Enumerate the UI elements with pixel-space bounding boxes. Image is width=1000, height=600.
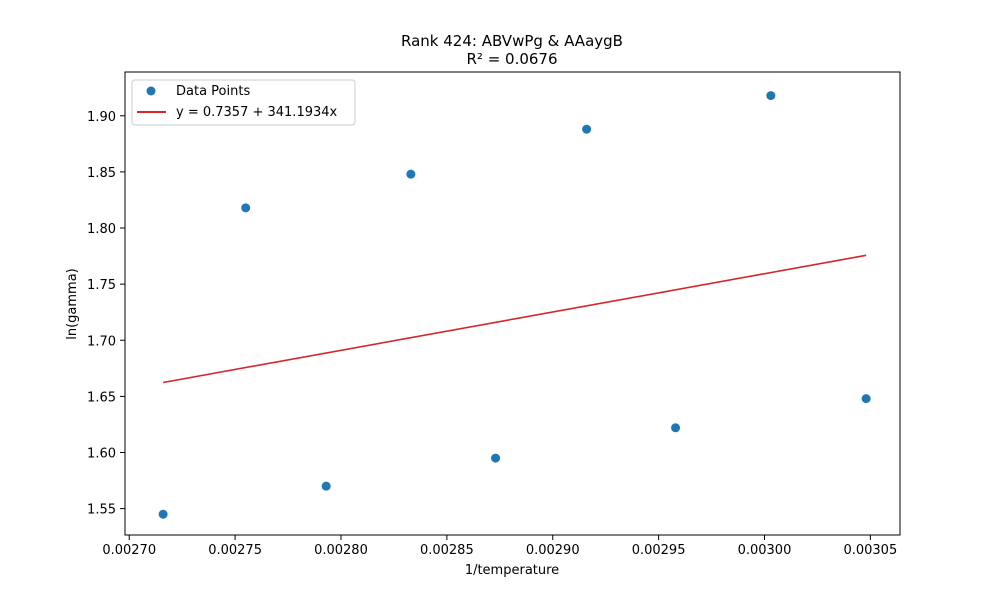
- y-tick-label: 1.85: [87, 166, 116, 181]
- legend-label-data-points: Data Points: [176, 84, 250, 99]
- x-tick-label: 0.00275: [208, 543, 262, 558]
- y-tick-label: 1.75: [87, 278, 116, 293]
- y-tick-label: 1.65: [87, 390, 116, 405]
- plot-frame: [124, 71, 901, 536]
- legend-label-fit-line: y = 0.7357 + 341.1934x: [176, 105, 338, 120]
- legend: Data Points y = 0.7357 + 341.1934x: [131, 79, 356, 126]
- data-point: [241, 203, 251, 213]
- data-point: [582, 124, 592, 134]
- data-point: [671, 423, 681, 433]
- data-point: [861, 394, 871, 404]
- y-tick-label: 1.80: [87, 222, 116, 237]
- x-tick-label: 0.00290: [526, 543, 580, 558]
- legend-marker-data-points: [146, 86, 156, 96]
- data-point: [766, 91, 776, 101]
- x-tick-label: 0.00295: [632, 543, 686, 558]
- data-point: [491, 453, 501, 463]
- y-tick-label: 1.55: [87, 503, 116, 518]
- x-tick-label: 0.00300: [738, 543, 792, 558]
- x-tick-label: 0.00305: [843, 543, 897, 558]
- chart-subtitle: R² = 0.0676: [466, 50, 557, 68]
- data-point: [406, 169, 416, 179]
- x-tick-label: 0.00285: [420, 543, 474, 558]
- y-tick-label: 1.70: [87, 334, 116, 349]
- legend-box: [131, 79, 356, 126]
- chart-title: Rank 424: ABVwPg & AAaygB: [401, 32, 623, 50]
- data-point: [321, 481, 331, 491]
- x-tick-label: 0.00270: [102, 543, 156, 558]
- data-point: [158, 509, 168, 519]
- plot-area: 0.00270 0.00275 0.00280 0.00285 0.00290 0.002…: [87, 71, 901, 558]
- y-axis-label: ln(gamma): [65, 268, 80, 340]
- regression-line: [162, 254, 867, 384]
- x-tick-label: 0.00280: [314, 543, 368, 558]
- y-tick-label: 1.60: [87, 447, 116, 462]
- y-tick-label: 1.90: [87, 110, 116, 125]
- x-axis-label: 1/temperature: [465, 563, 559, 578]
